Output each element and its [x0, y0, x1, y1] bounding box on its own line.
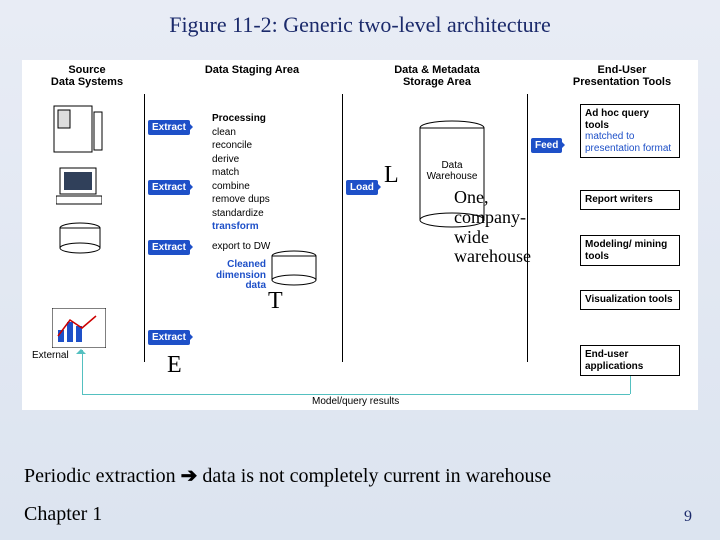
mq-line	[630, 376, 631, 394]
col-source: SourceData Systems	[42, 64, 132, 88]
external-label: External	[32, 350, 69, 361]
tool-modeling: Modeling/ mining tools	[580, 235, 680, 266]
tool-enduserapp: End-user applications	[580, 345, 680, 376]
warehouse-annotation: One, company- wide warehouse	[454, 188, 531, 267]
annot-line: company-	[454, 208, 531, 228]
divider-2	[342, 94, 343, 362]
etl-t: T	[268, 288, 283, 315]
figure-title: Figure 11-2: Generic two-level architect…	[0, 0, 720, 38]
tool-viz: Visualization tools	[580, 290, 680, 310]
step-feed: Feed	[531, 138, 562, 153]
server-icon	[52, 104, 104, 154]
etl-e: E	[167, 352, 182, 379]
col-staging: Data Staging Area	[187, 64, 317, 76]
step-extract: Extract	[148, 180, 190, 195]
tool-adhoc: Ad hoc query tools matched to presentati…	[580, 104, 680, 158]
tool-title: Report writers	[585, 194, 675, 206]
proc-line: clean	[212, 126, 322, 140]
db-icon	[58, 222, 102, 256]
col-enduser: End-UserPresentation Tools	[557, 64, 687, 88]
tool-report: Report writers	[580, 190, 680, 210]
cleaned-label: Cleaneddimensiondata	[200, 260, 266, 292]
mq-arrowhead-icon	[76, 344, 86, 354]
footer-prefix: Periodic extraction	[24, 465, 181, 487]
tool-title: Ad hoc query tools	[585, 108, 675, 131]
annot-line: warehouse	[454, 247, 531, 267]
proc-line: remove dups	[212, 193, 322, 207]
proc-line: combine	[212, 180, 322, 194]
step-extract: Extract	[148, 330, 190, 345]
proc-line: reconcile	[212, 139, 322, 153]
step-extract: Extract	[148, 240, 190, 255]
warehouse-label: DataWarehouse	[417, 160, 487, 182]
architecture-diagram: SourceData Systems Data Staging Area Dat…	[22, 60, 698, 410]
col-storage: Data & MetadataStorage Area	[367, 64, 507, 88]
staging-cylinder-icon	[270, 250, 318, 288]
model-query-label: Model/query results	[312, 396, 399, 407]
tool-title: End-user applications	[585, 349, 675, 372]
etl-l: L	[384, 162, 399, 189]
chapter-label: Chapter 1	[24, 503, 102, 526]
proc-line: match	[212, 166, 322, 180]
tool-sub: matched to presentation format	[585, 131, 675, 154]
mq-line	[82, 394, 630, 395]
proc-line: standardize	[212, 207, 322, 221]
desktop-icon	[56, 166, 102, 206]
processing-header: Processing	[212, 112, 322, 126]
arrow-icon: ➔	[181, 465, 198, 487]
tool-title: Visualization tools	[585, 294, 675, 306]
annot-line: One,	[454, 188, 531, 208]
divider-1	[144, 94, 145, 362]
step-extract: Extract	[148, 120, 190, 135]
processing-box: Processing clean reconcile derive match …	[212, 112, 322, 253]
step-load: Load	[346, 180, 378, 195]
proc-transform: transform	[212, 220, 322, 234]
annot-line: wide	[454, 228, 531, 248]
page-number: 9	[684, 508, 692, 526]
proc-line: derive	[212, 153, 322, 167]
mq-line	[82, 350, 83, 394]
footer-suffix: data is not completely current in wareho…	[202, 465, 551, 487]
external-chart-icon	[52, 308, 106, 348]
footer-note: Periodic extraction ➔ data is not comple…	[24, 463, 551, 488]
tool-title: Modeling/ mining tools	[585, 239, 675, 262]
